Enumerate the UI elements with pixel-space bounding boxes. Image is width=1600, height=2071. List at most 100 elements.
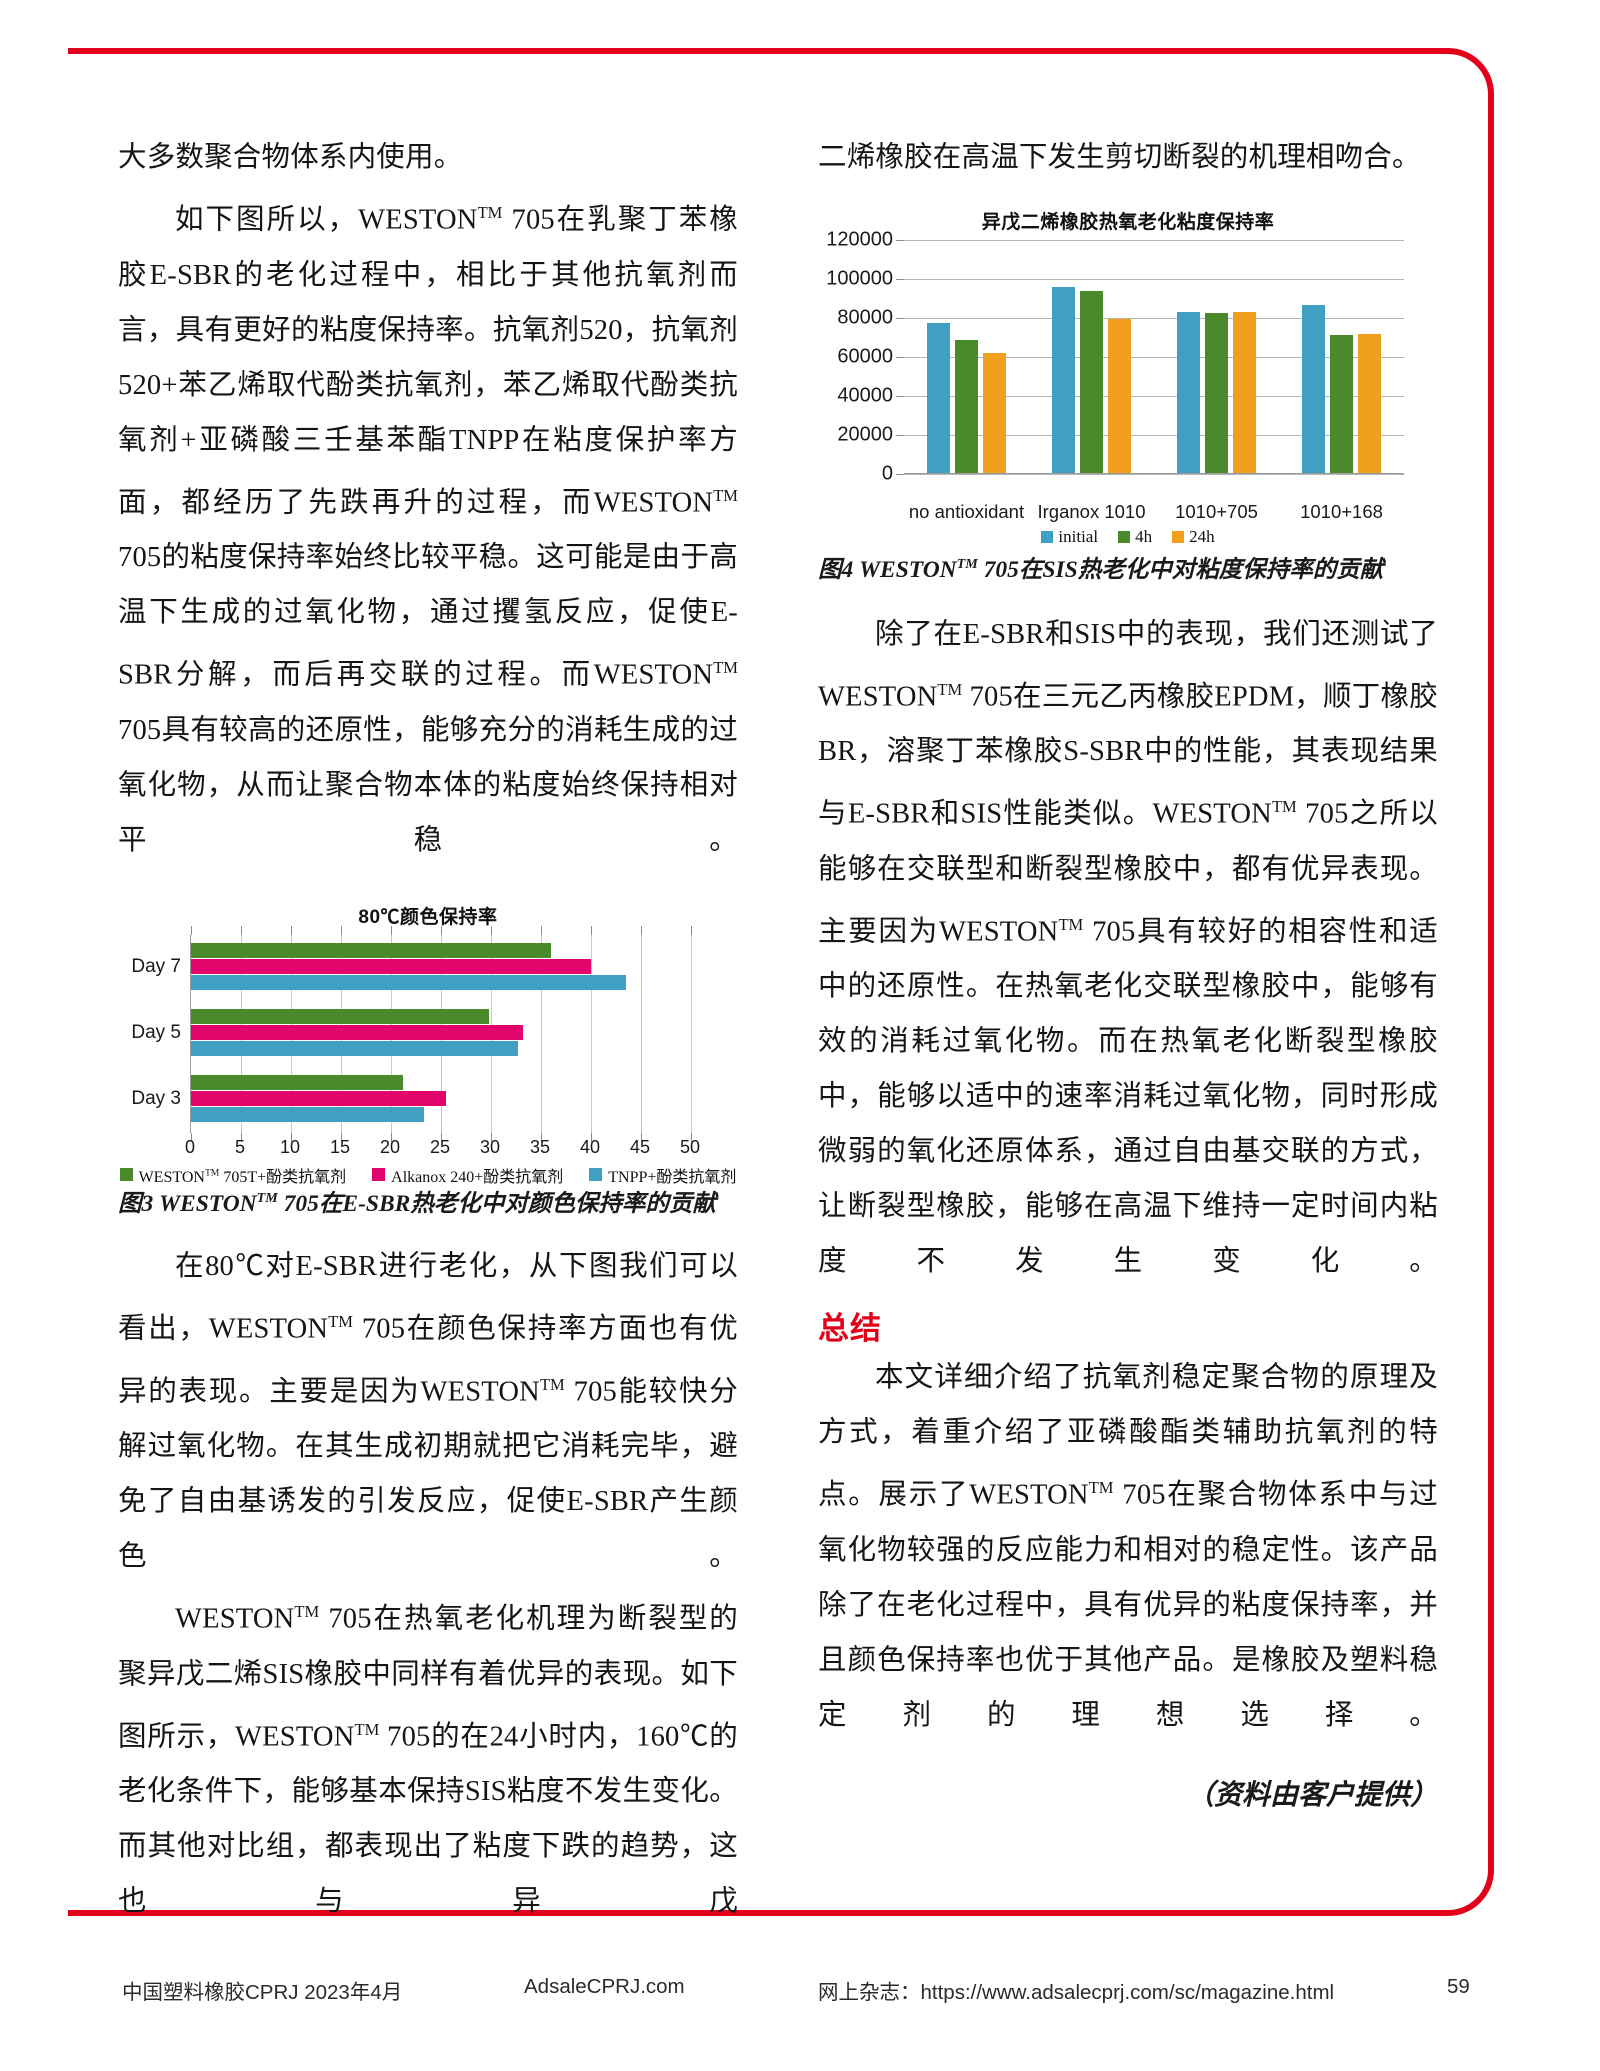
figure3-tick xyxy=(291,925,292,935)
figure4-gridline xyxy=(904,435,1404,436)
figure4-category-label: 1010+705 xyxy=(1175,501,1258,522)
figure3-tick xyxy=(441,925,442,935)
figure4-caption: 图4 WESTONTM 705在SIS热老化中对粘度保持率的贡献 xyxy=(818,547,1438,587)
figure3-x-tick-label: 15 xyxy=(329,1136,351,1157)
figure4-category-label: 1010+168 xyxy=(1300,501,1383,522)
figure3-bar xyxy=(191,1090,446,1106)
figure3-tick xyxy=(441,1132,442,1142)
figure3-gridline xyxy=(541,934,542,1133)
figure4-y-tick-label: 20000 xyxy=(837,423,893,446)
figure4-plot-wrapper: 0 20000 40000 60000 80000 100000 120000 xyxy=(826,229,1438,498)
figure3-gridline xyxy=(641,934,642,1133)
figure3-x-tick-label: 5 xyxy=(234,1136,246,1157)
figure4-y-tick-label: 100000 xyxy=(826,267,893,290)
figure4-y-tick-label: 120000 xyxy=(826,228,893,251)
figure3-chart: 80℃颜色保持率 Day 7 Day 5 Day 3 0 5 10 15 20 25 30 35 4… xyxy=(118,902,738,1186)
figure3-tick xyxy=(191,1132,192,1142)
figure4-bar xyxy=(1080,291,1103,473)
figure3-legend: WESTONTM 705T+酚类抗氧剂 Alkanox 240+酚类抗氧剂 TNPP… xyxy=(118,1163,738,1187)
footer-site: AdsaleCPRJ.com xyxy=(524,1975,685,1998)
figure3-legend-label: Alkanox 240+酚类抗氧剂 xyxy=(391,1168,564,1186)
figure3-legend-swatch xyxy=(589,1168,603,1181)
page-content: 大多数聚合物体系内使用。 如下图所以，WESTONTM 705在乳聚丁苯橡胶E-… xyxy=(118,130,1458,1917)
figure4-bar xyxy=(1108,318,1131,473)
figure4-bar xyxy=(955,340,978,473)
paragraph-l3: 在80℃对E-SBR进行老化，从下图我们可以看出，WESTONTM 705在颜色… xyxy=(118,1251,738,1573)
figure4-gridline xyxy=(904,279,1404,280)
figure3-tick xyxy=(691,1132,692,1142)
figure3-x-tick-label: 35 xyxy=(529,1136,551,1157)
figure4-tick xyxy=(896,474,904,475)
paragraph-l1: 大多数聚合物体系内使用。 xyxy=(118,142,463,173)
figure4-x-axis: no antioxidant Irganox 1010 1010+705 1010+1… xyxy=(904,498,1404,524)
figure3-caption-text: 图3 WESTONTM 705在E-SBR热老化中对颜色保持率的贡献 xyxy=(118,1190,716,1218)
figure4-bar-group xyxy=(1154,240,1279,473)
footer-magazine-url[interactable]: 网上杂志：https://www.adsalecprj.com/sc/magaz… xyxy=(818,1981,1335,2004)
figure4-caption-text: 图4 WESTONTM 705在SIS热老化中对粘度保持率的贡献 xyxy=(818,556,1384,583)
figure3-tick xyxy=(191,925,192,935)
figure3-bar xyxy=(191,942,551,958)
figure3-tick xyxy=(491,1132,492,1142)
figure3-gridline xyxy=(591,934,592,1133)
figure3-tick xyxy=(591,925,592,935)
figure4-y-tick-label: 40000 xyxy=(837,384,893,407)
figure3-legend-label: TNPP+酚类抗氧剂 xyxy=(608,1168,737,1186)
figure4-legend-swatch xyxy=(1172,531,1185,543)
paragraph-r2: 除了在E-SBR和SIS中的表现，我们还测试了WESTONTM 705在三元乙丙… xyxy=(818,618,1438,1278)
figure3-bar xyxy=(191,1008,489,1024)
figure4-tick xyxy=(896,279,904,280)
figure3-title: 80℃颜色保持率 xyxy=(358,906,498,928)
figure3-bar-group: Day 5 xyxy=(131,1001,690,1067)
figure4-legend-item: 24h xyxy=(1172,527,1215,547)
figure4-tick xyxy=(896,357,904,358)
figure4-gridline xyxy=(904,240,1404,241)
figure4-bar-group xyxy=(1029,240,1154,473)
figure4-title: 异戊二烯橡胶热氧老化粘度保持率 xyxy=(981,212,1275,233)
figure4-y-tick-label: 0 xyxy=(881,462,893,485)
figure3-legend-item: WESTONTM 705T+酚类抗氧剂 xyxy=(119,1163,347,1187)
figure4-tick xyxy=(896,396,904,397)
paragraph-l4: WESTONTM 705在热氧老化机理为断裂型的聚异戊二烯SIS橡胶中同样有着优… xyxy=(118,1602,739,1918)
figure3-tick xyxy=(641,925,642,935)
figure3-x-tick-label: 20 xyxy=(379,1136,401,1157)
figure3-caption: 图3 WESTONTM 705在E-SBR热老化中对颜色保持率的贡献 xyxy=(118,1182,738,1222)
figure4-bar xyxy=(1205,312,1228,473)
figure3-x-tick-label: 10 xyxy=(279,1136,301,1157)
figure3-x-axis: 0 5 10 15 20 25 30 35 40 45 50 xyxy=(185,1133,700,1159)
figure3-legend-swatch xyxy=(372,1168,386,1181)
footer-page-number: 59 xyxy=(1447,1975,1470,1998)
figure4-gridline xyxy=(904,474,1404,475)
figure3-legend-item: Alkanox 240+酚类抗氧剂 xyxy=(372,1163,563,1187)
figure4-gridline xyxy=(904,357,1404,358)
figure4-category-label: Irganox 1010 xyxy=(1037,501,1146,522)
figure3-gridline xyxy=(691,934,692,1133)
figure4-tick xyxy=(896,318,904,319)
figure3-tick xyxy=(391,1132,392,1142)
figure4-bar xyxy=(1233,312,1256,473)
figure3-tick xyxy=(591,1132,592,1142)
figure4-legend-label: initial xyxy=(1058,527,1099,546)
section-heading-summary: 总结 xyxy=(818,1311,882,1347)
figure3-tick xyxy=(291,1132,292,1142)
figure4-legend-item: 4h xyxy=(1118,527,1152,547)
figure4-legend-swatch xyxy=(1118,531,1131,543)
figure3-tick xyxy=(341,1132,342,1142)
figure4-gridline xyxy=(904,396,1404,397)
figure3-plot-area: Day 7 Day 5 Day 3 xyxy=(131,925,692,1142)
figure4-bar xyxy=(1358,333,1381,473)
figure4-legend-item: initial xyxy=(1041,527,1098,547)
figure3-legend-label: WESTONTM 705T+酚类抗氧剂 xyxy=(138,1167,347,1186)
figure3-category-label: Day 7 xyxy=(131,955,181,977)
figure3-bar-group: Day 3 xyxy=(131,1067,690,1133)
figure3-legend-item: TNPP+酚类抗氧剂 xyxy=(589,1163,736,1187)
figure3-category-label: Day 5 xyxy=(131,1021,181,1043)
figure3-tick xyxy=(341,925,342,935)
figure4-plot-area: 0 20000 40000 60000 80000 100000 120000 xyxy=(826,229,1404,485)
figure3-x-tick-label: 45 xyxy=(629,1136,651,1157)
figure3-x-tick-label: 50 xyxy=(679,1136,701,1157)
figure3-tick xyxy=(691,925,692,935)
figure4-bar xyxy=(1052,286,1075,473)
figure3-tick xyxy=(391,925,392,935)
figure3-tick xyxy=(541,925,542,935)
figure4-legend-label: 24h xyxy=(1189,527,1215,546)
